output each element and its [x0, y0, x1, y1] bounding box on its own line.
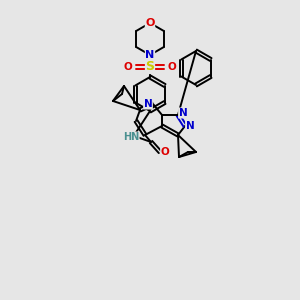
- Text: N: N: [144, 99, 152, 109]
- Text: HN: HN: [123, 132, 139, 142]
- Text: N: N: [146, 50, 154, 60]
- Text: S: S: [146, 61, 154, 74]
- Text: O: O: [168, 62, 176, 72]
- Text: N: N: [186, 121, 194, 131]
- Text: O: O: [145, 18, 155, 28]
- Text: O: O: [124, 62, 132, 72]
- Text: N: N: [178, 108, 188, 118]
- Text: O: O: [160, 147, 169, 157]
